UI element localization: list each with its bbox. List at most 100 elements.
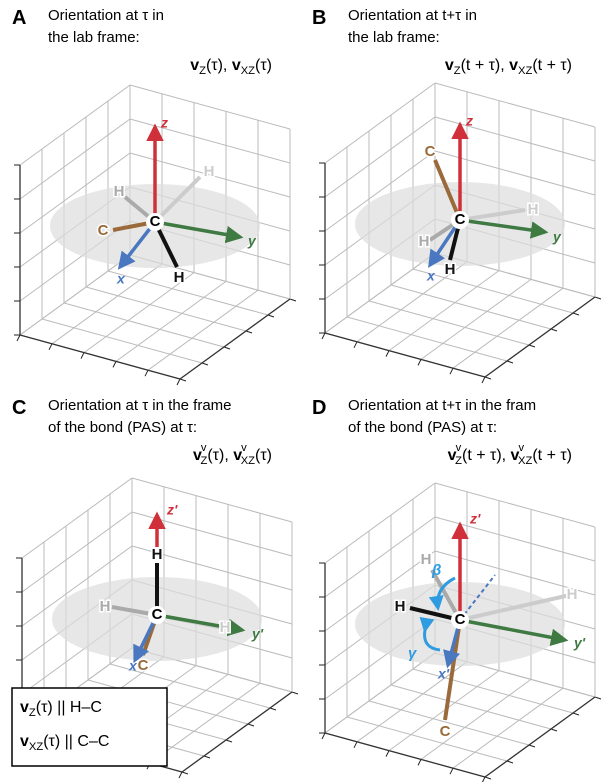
grid-line bbox=[131, 545, 293, 591]
formula: vZ(τ) || H–C bbox=[20, 699, 102, 719]
caption: of the bond (PAS) at τ: bbox=[48, 419, 197, 436]
formula-part: Z bbox=[29, 707, 36, 719]
tick bbox=[506, 360, 514, 364]
vector: v bbox=[509, 57, 518, 74]
formula: vZ(t + τ), vXZ(t + τ) bbox=[445, 57, 572, 77]
tick bbox=[484, 376, 492, 380]
grid-line bbox=[346, 316, 508, 362]
formula-part: (t + τ) bbox=[532, 57, 572, 74]
vector: v bbox=[448, 447, 457, 464]
grid-line bbox=[452, 287, 564, 369]
formula-part: (τ) || C–C bbox=[43, 733, 109, 750]
caption: Orientation at t+τ in the fram bbox=[348, 397, 536, 414]
axis-label: y bbox=[552, 229, 562, 245]
tick bbox=[550, 728, 558, 732]
atom-label: C bbox=[455, 611, 466, 628]
tick bbox=[16, 334, 21, 342]
tick bbox=[176, 378, 181, 386]
atom-label: H bbox=[421, 551, 432, 568]
bond bbox=[459, 593, 571, 622]
grid-line bbox=[356, 261, 468, 343]
grid-line bbox=[434, 482, 596, 528]
grid-line bbox=[19, 84, 131, 166]
formula-part: (τ), bbox=[206, 57, 232, 74]
grid-line bbox=[420, 678, 532, 760]
axis-label: x bbox=[128, 658, 138, 674]
tick bbox=[112, 361, 117, 368]
grid-line bbox=[324, 332, 486, 378]
formula-part: (τ) || H–C bbox=[36, 699, 102, 716]
grid-line bbox=[131, 477, 293, 523]
grid-line bbox=[368, 700, 530, 746]
vector: v bbox=[20, 733, 29, 750]
panel-label: D bbox=[312, 397, 326, 419]
axis-label: z' bbox=[469, 511, 481, 527]
tick bbox=[481, 376, 486, 384]
formula: vZ(τ), vXZ(τ) bbox=[190, 57, 272, 77]
formula-part: XZ bbox=[518, 65, 532, 77]
grid-line bbox=[324, 150, 436, 232]
formula-part: XZ bbox=[29, 741, 43, 753]
axis-label: x bbox=[116, 271, 126, 287]
tick bbox=[80, 352, 85, 359]
tick bbox=[449, 367, 454, 375]
grid-line bbox=[19, 152, 131, 234]
axis-label: x' bbox=[437, 666, 450, 682]
atom-label: H bbox=[567, 586, 578, 603]
formula-part: Z bbox=[455, 455, 462, 467]
tick bbox=[267, 314, 275, 318]
grid-line bbox=[324, 252, 436, 334]
tick bbox=[203, 755, 211, 759]
grid-line bbox=[181, 691, 293, 773]
atom-label: C bbox=[138, 657, 149, 674]
grid-line bbox=[21, 477, 133, 559]
atom-bg bbox=[451, 211, 469, 229]
atom-bg bbox=[451, 611, 469, 629]
grid-line bbox=[21, 511, 133, 593]
caption: Orientation at t+τ in bbox=[348, 7, 477, 24]
atom-label: C bbox=[98, 222, 109, 239]
atom-label: H bbox=[419, 233, 430, 250]
axis-label: z' bbox=[166, 502, 178, 518]
tick bbox=[201, 362, 209, 366]
tick bbox=[484, 776, 492, 780]
grid-line bbox=[324, 550, 436, 632]
tick bbox=[179, 378, 187, 382]
tick bbox=[449, 767, 454, 775]
panel-label: B bbox=[312, 7, 326, 29]
grid-line bbox=[51, 263, 163, 345]
angle-arc bbox=[428, 576, 456, 611]
grid-line bbox=[368, 300, 530, 346]
atom-label: H bbox=[395, 598, 406, 615]
formula-part: (t + τ), bbox=[461, 57, 510, 74]
axis-dash bbox=[459, 574, 496, 621]
vector: v bbox=[233, 447, 242, 464]
tick bbox=[417, 359, 422, 366]
atom-label: H bbox=[100, 598, 111, 615]
grid-line bbox=[149, 682, 261, 764]
tick bbox=[225, 739, 233, 743]
vector: v bbox=[193, 447, 202, 464]
grid-line bbox=[388, 670, 500, 752]
caption: Orientation at τ in bbox=[48, 7, 164, 24]
grid-line bbox=[324, 516, 436, 598]
vector: v bbox=[190, 57, 199, 74]
atom-label: H bbox=[445, 261, 456, 278]
grid-line bbox=[412, 268, 574, 314]
grid-line bbox=[63, 302, 225, 348]
tick bbox=[291, 691, 299, 695]
atom-label: H bbox=[114, 183, 125, 200]
tick bbox=[385, 350, 390, 357]
tick bbox=[594, 696, 602, 700]
axis-arrow bbox=[117, 220, 157, 270]
grid-line bbox=[83, 272, 195, 354]
grid-line bbox=[179, 298, 291, 380]
bond bbox=[459, 208, 526, 222]
grid-line bbox=[41, 318, 203, 364]
formula: vv Z(t + τ), vv XZ(t + τ) bbox=[448, 442, 572, 467]
atom-label: H bbox=[528, 201, 539, 218]
tick bbox=[223, 346, 231, 350]
tick bbox=[48, 343, 53, 351]
axis-label: y bbox=[247, 233, 257, 249]
